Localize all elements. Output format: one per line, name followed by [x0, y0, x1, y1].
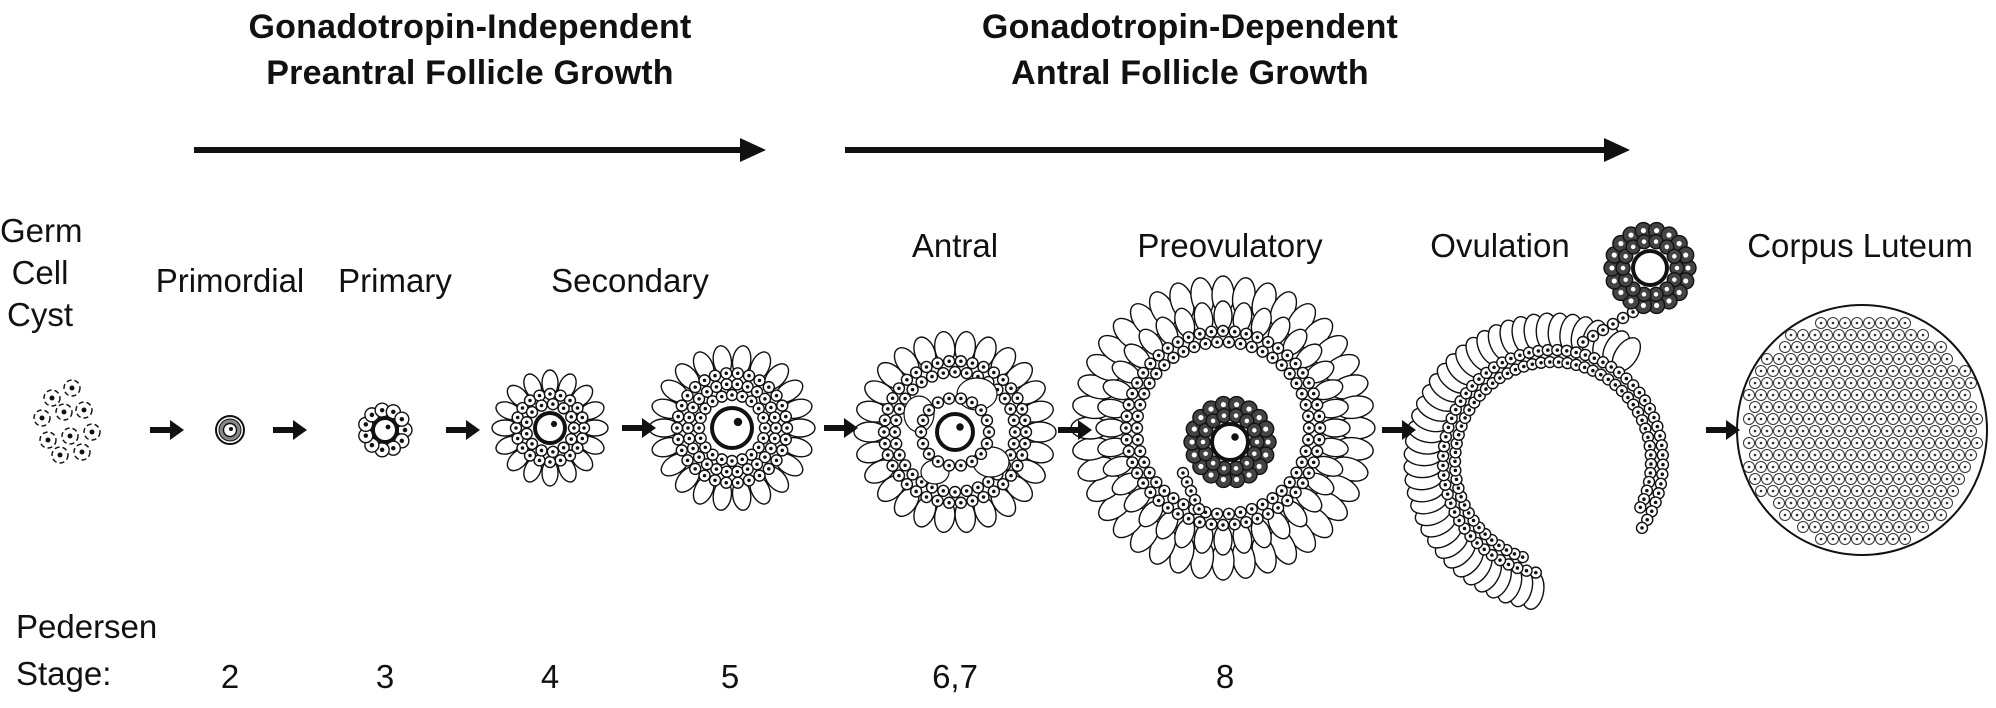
secondary-follicle-late-drawing — [648, 345, 816, 511]
stage-label-line: Germ — [0, 212, 83, 249]
stage-label-ovulation: Ovulation — [1430, 227, 1570, 264]
pedersen-stage-number: 6,7 — [932, 658, 978, 695]
secondary-follicle-early-drawing — [491, 369, 609, 487]
pedersen-stage-number: 8 — [1215, 658, 1235, 695]
stage-label-antral: Antral — [911, 227, 999, 264]
stage-label-line: Cyst — [7, 296, 73, 333]
pedersen-stage-number: 3 — [375, 658, 395, 695]
phase-arrow-independent — [194, 138, 766, 162]
stage-label-preovulatory: Preovulatory — [1137, 227, 1323, 264]
antral-follicle-drawing — [853, 330, 1057, 534]
corpus-luteum-drawing — [1736, 304, 1988, 556]
primordial-follicle-drawing — [215, 415, 245, 445]
stage-label-corpus-luteum: Corpus Luteum — [1747, 227, 1973, 264]
pedersen-stage-number: 2 — [220, 658, 240, 695]
stage-label-primordial: Primordial — [155, 262, 305, 299]
phase-title-line: Preantral Follicle Growth — [266, 54, 674, 92]
pedersen-stage-number: 4 — [540, 658, 560, 695]
pedersen-label: Pedersen Stage: — [16, 603, 157, 697]
stage-label-secondary: Secondary — [551, 262, 709, 299]
phase-title-dependent: Gonadotropin-Dependent Antral Follicle G… — [890, 4, 1490, 96]
stage-label-germ-cell-cyst: Germ Cell Cyst — [0, 210, 83, 336]
phase-title-independent: Gonadotropin-Independent Preantral Folli… — [170, 4, 770, 96]
stage-label-line: Cell — [11, 254, 69, 291]
pedersen-label-line: Pedersen — [16, 608, 158, 645]
pedersen-stage-number: 5 — [720, 658, 740, 695]
preovulatory-follicle-drawing — [1070, 275, 1376, 581]
stage-label-primary: Primary — [338, 262, 452, 299]
phase-title-line: Gonadotropin-Independent — [248, 8, 692, 46]
ovulation-follicle-drawing — [1403, 305, 1670, 610]
phase-title-line: Gonadotropin-Dependent — [981, 8, 1399, 46]
released-oocyte-complex-drawing — [1603, 221, 1697, 315]
pedersen-label-line: Stage: — [16, 655, 112, 692]
phase-title-line: Antral Follicle Growth — [1011, 54, 1369, 92]
primary-follicle-drawing — [358, 402, 413, 458]
stage-transition-arrows — [150, 418, 1740, 440]
germ-cell-cyst-drawing — [33, 379, 101, 464]
phase-arrow-dependent — [845, 138, 1630, 162]
